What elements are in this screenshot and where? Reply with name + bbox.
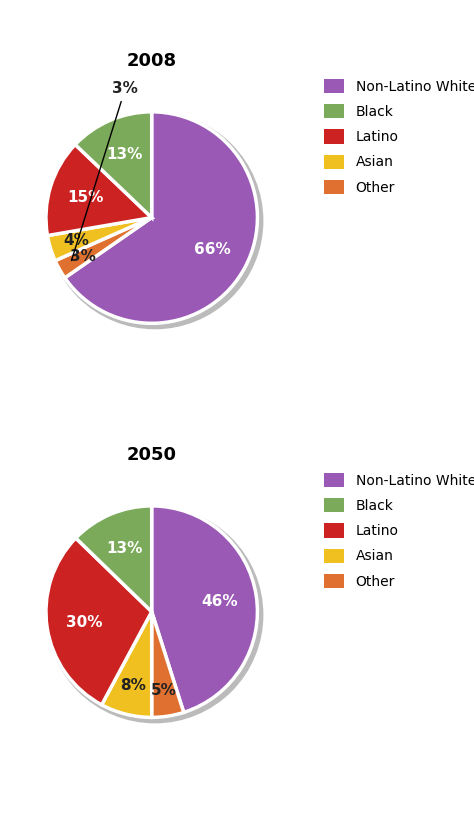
Text: 15%: 15% <box>68 190 104 205</box>
Wedge shape <box>55 218 152 277</box>
Circle shape <box>47 507 263 722</box>
Text: 4%: 4% <box>63 233 89 248</box>
Text: 30%: 30% <box>65 615 102 630</box>
Wedge shape <box>76 506 152 612</box>
Wedge shape <box>75 112 152 218</box>
Title: 2050: 2050 <box>127 447 177 465</box>
Text: 8%: 8% <box>120 678 146 693</box>
Wedge shape <box>46 144 152 236</box>
Wedge shape <box>152 612 184 718</box>
Wedge shape <box>46 538 152 704</box>
Circle shape <box>47 112 263 328</box>
Legend: Non-Latino White, Black, Latino, Asian, Other: Non-Latino White, Black, Latino, Asian, … <box>318 467 474 594</box>
Text: 3%: 3% <box>70 249 96 264</box>
Text: 46%: 46% <box>201 594 238 608</box>
Text: 5%: 5% <box>151 682 177 698</box>
Legend: Non-Latino White, Black, Latino, Asian, Other: Non-Latino White, Black, Latino, Asian, … <box>318 73 474 200</box>
Title: 2008: 2008 <box>127 53 177 71</box>
Wedge shape <box>101 612 152 718</box>
Text: 3%: 3% <box>72 81 138 260</box>
Wedge shape <box>47 218 152 261</box>
Text: 66%: 66% <box>194 242 231 257</box>
Text: 13%: 13% <box>107 147 143 162</box>
Wedge shape <box>152 506 257 713</box>
Text: 13%: 13% <box>107 541 143 556</box>
Wedge shape <box>65 112 257 323</box>
